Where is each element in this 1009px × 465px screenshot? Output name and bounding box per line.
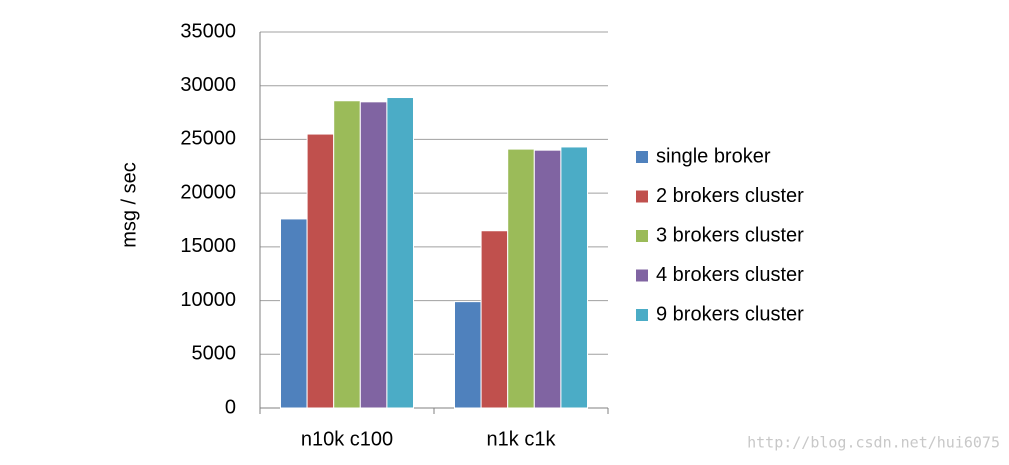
bar <box>480 230 509 409</box>
y-tick-label: 0 <box>225 396 236 418</box>
x-tick-label: n10k c100 <box>301 428 393 450</box>
y-tick-label: 30000 <box>180 74 236 96</box>
bar <box>359 101 388 409</box>
bar <box>306 133 335 409</box>
legend-swatch <box>636 151 648 163</box>
legend-label: 9 brokers cluster <box>656 303 804 325</box>
legend-swatch <box>636 269 648 282</box>
legend-label: 2 brokers cluster <box>656 185 804 207</box>
y-tick-label: 15000 <box>180 235 236 257</box>
legend-label: 4 brokers cluster <box>656 264 804 286</box>
bar <box>507 148 535 409</box>
y-tick-label: 20000 <box>180 181 236 203</box>
legend-swatch <box>636 309 648 321</box>
y-tick-label: 10000 <box>180 289 236 311</box>
y-tick-label: 5000 <box>192 343 237 365</box>
bar <box>560 146 589 409</box>
y-axis-label: msg / sec <box>118 162 140 248</box>
x-tick-label: n1k c1k <box>487 428 557 450</box>
bar <box>333 100 361 409</box>
y-tick-label: 25000 <box>180 128 236 150</box>
legend-swatch <box>636 230 648 242</box>
bar <box>454 301 482 409</box>
bar <box>280 218 308 409</box>
legend-swatch <box>636 190 648 203</box>
legend-label: single broker <box>656 145 771 167</box>
bar <box>386 97 414 409</box>
y-tick-label: 35000 <box>180 20 236 42</box>
legend-label: 3 brokers cluster <box>656 224 804 246</box>
watermark: http://blog.csdn.net/hui6075 <box>747 434 1000 452</box>
bar <box>533 149 562 409</box>
